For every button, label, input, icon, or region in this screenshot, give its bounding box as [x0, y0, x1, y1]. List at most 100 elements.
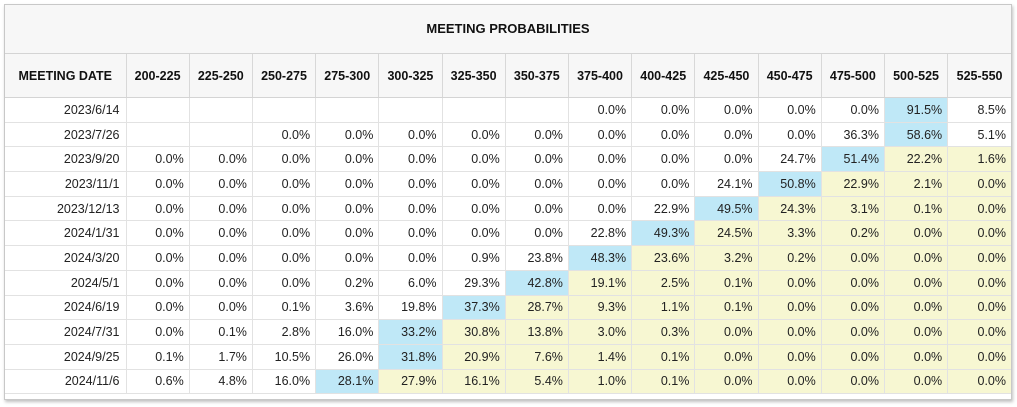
table-body: 2023/6/14 0.0% 0.0% 0.0% 0.0% 0.0% 91.5% 8.5% 20…	[5, 97, 1011, 395]
table-row: 2024/7/31 0.0% 0.1% 2.8% 16.0% 33.2% 30.8% 13.8…	[5, 319, 1011, 345]
probability-cell: 24.7%	[758, 146, 822, 173]
probability-cell: 0.0%	[821, 97, 885, 123]
probability-cell: 0.1%	[631, 344, 696, 370]
probability-cell: 0.1%	[631, 369, 696, 395]
probability-cell: 49.3%	[631, 220, 696, 247]
probability-cell: 0.0%	[126, 295, 190, 321]
probability-cell: 0.0%	[694, 369, 759, 395]
probability-cell: 0.0%	[315, 220, 380, 247]
probability-cell: 0.0%	[442, 171, 506, 197]
probability-cell: 28.7%	[505, 295, 569, 321]
table-row: 2023/12/13 0.0% 0.0% 0.0% 0.0% 0.0% 0.0% 0.0% 0.…	[5, 196, 1011, 222]
probability-cell: 0.0%	[126, 220, 190, 247]
table-row: 2023/11/1 0.0% 0.0% 0.0% 0.0% 0.0% 0.0% 0.0% 0.0…	[5, 171, 1011, 197]
probability-cell: 0.0%	[315, 146, 380, 173]
meeting-date-cell: 2023/11/1	[5, 171, 127, 197]
probability-cell	[252, 97, 317, 123]
probability-cell: 5.4%	[505, 369, 569, 395]
probability-cell: 0.0%	[442, 220, 506, 247]
probability-cell: 0.0%	[442, 122, 506, 148]
probability-cell: 0.0%	[189, 220, 253, 247]
probability-cell: 0.9%	[442, 245, 506, 271]
probability-cell: 0.0%	[631, 122, 696, 148]
probability-cell: 0.0%	[884, 245, 949, 271]
probability-cell: 0.0%	[505, 122, 569, 148]
probability-cell: 8.5%	[947, 97, 1011, 123]
probability-cell: 23.8%	[505, 245, 569, 271]
probability-cell: 10.5%	[252, 344, 317, 370]
probability-cell	[315, 97, 380, 123]
probability-cell: 0.0%	[884, 270, 949, 296]
probability-cell: 22.2%	[884, 146, 949, 173]
probability-cell: 24.5%	[694, 220, 759, 247]
probability-cell: 0.0%	[884, 319, 949, 345]
meeting-date-cell: 2024/5/1	[5, 270, 127, 296]
table-row: 2024/5/1 0.0% 0.0% 0.0% 0.2% 6.0% 29.3% 42.8% 19…	[5, 270, 1011, 296]
meeting-date-cell: 2024/1/31	[5, 220, 127, 247]
probability-cell: 7.6%	[505, 344, 569, 370]
meeting-date-cell: 2023/9/20	[5, 146, 127, 173]
probability-cell: 0.0%	[884, 369, 949, 395]
probability-cell: 0.0%	[947, 220, 1011, 247]
probability-cell: 0.0%	[821, 245, 885, 271]
probability-cell: 49.5%	[694, 196, 759, 222]
probability-cell: 3.2%	[694, 245, 759, 271]
probability-cell	[442, 97, 506, 123]
probability-cell: 0.0%	[189, 196, 253, 222]
probability-cell: 0.0%	[252, 122, 317, 148]
probability-cell: 4.8%	[189, 369, 253, 395]
probability-cell: 0.0%	[821, 295, 885, 321]
probability-cell: 3.3%	[758, 220, 822, 247]
probability-cell: 16.0%	[315, 319, 380, 345]
probability-cell: 0.0%	[821, 319, 885, 345]
probability-cell: 0.2%	[315, 270, 380, 296]
column-header-450-475: 450-475	[758, 54, 822, 98]
table-row: 2023/6/14 0.0% 0.0% 0.0% 0.0% 0.0% 91.5% 8.5%	[5, 97, 1011, 123]
probability-cell: 0.6%	[126, 369, 190, 395]
probability-cell: 0.0%	[378, 196, 443, 222]
probability-cell: 0.0%	[947, 245, 1011, 271]
probability-cell: 0.0%	[568, 97, 633, 123]
probability-cell: 0.0%	[758, 319, 822, 345]
probability-cell: 0.0%	[568, 171, 633, 197]
column-header-425-450: 425-450	[694, 54, 759, 98]
probability-cell: 0.0%	[126, 319, 190, 345]
probability-cell: 3.6%	[315, 295, 380, 321]
probability-cell: 36.3%	[821, 122, 885, 148]
probability-cell: 0.0%	[252, 146, 317, 173]
probability-cell: 31.8%	[378, 344, 443, 370]
probability-cell: 0.0%	[315, 245, 380, 271]
column-header-300-325: 300-325	[378, 54, 443, 98]
probability-cell: 0.0%	[947, 344, 1011, 370]
probability-cell: 0.0%	[758, 344, 822, 370]
probability-cell: 0.0%	[821, 344, 885, 370]
probability-cell: 0.0%	[758, 295, 822, 321]
probability-cell: 0.0%	[189, 146, 253, 173]
table-row: 2024/3/20 0.0% 0.0% 0.0% 0.0% 0.0% 0.9% 23.8% 48…	[5, 245, 1011, 271]
probability-cell: 0.0%	[252, 245, 317, 271]
meeting-date-cell: 2023/6/14	[5, 97, 127, 123]
table-row: 2023/7/26 0.0% 0.0% 0.0% 0.0% 0.0% 0.0% 0.0% 0.0…	[5, 122, 1011, 148]
probability-cell: 0.0%	[821, 270, 885, 296]
probability-cell: 0.0%	[884, 295, 949, 321]
probability-cell: 0.0%	[758, 270, 822, 296]
meeting-date-cell: 2024/6/19	[5, 295, 127, 321]
probability-cell: 24.1%	[694, 171, 759, 197]
probability-cell: 0.0%	[442, 146, 506, 173]
probability-cell: 0.0%	[694, 344, 759, 370]
probability-cell: 1.1%	[631, 295, 696, 321]
probability-cell: 0.0%	[442, 196, 506, 222]
meeting-date-cell: 2024/11/6	[5, 369, 127, 395]
probability-cell: 0.0%	[884, 344, 949, 370]
probability-cell: 22.9%	[821, 171, 885, 197]
column-header-400-425: 400-425	[631, 54, 696, 98]
probability-cell: 0.0%	[947, 196, 1011, 222]
meeting-date-cell: 2023/7/26	[5, 122, 127, 148]
probability-cell: 0.0%	[189, 245, 253, 271]
probability-cell: 50.8%	[758, 171, 822, 197]
meeting-date-cell: 2024/3/20	[5, 245, 127, 271]
probability-cell: 28.1%	[315, 369, 380, 395]
table-row: 2024/1/31 0.0% 0.0% 0.0% 0.0% 0.0% 0.0% 0.0% 22.…	[5, 220, 1011, 247]
probability-cell: 27.9%	[378, 369, 443, 395]
probability-cell: 0.0%	[568, 196, 633, 222]
